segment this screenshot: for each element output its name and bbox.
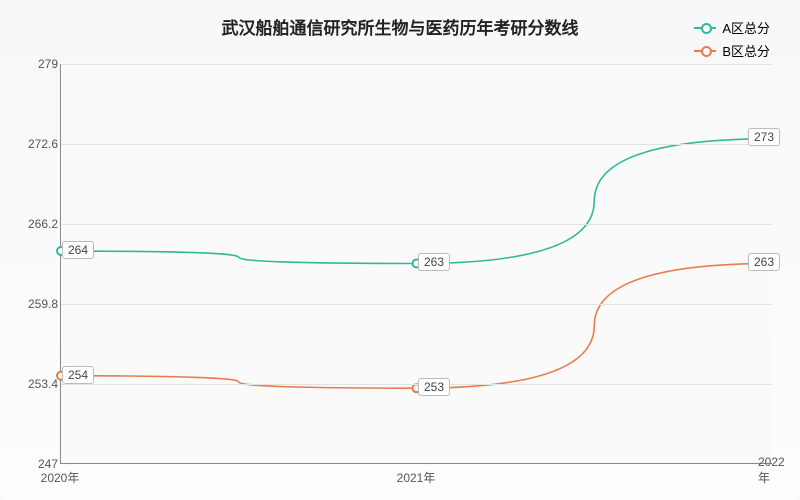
legend: A区总分 B区总分 <box>694 18 770 60</box>
data-label: 273 <box>748 128 780 146</box>
y-tick-label: 279 <box>24 57 58 71</box>
legend-label-b: B区总分 <box>722 41 770 60</box>
legend-item-a: A区总分 <box>694 18 770 37</box>
gridline <box>61 304 772 305</box>
gridline <box>61 64 772 65</box>
data-label: 254 <box>62 366 94 384</box>
gridline <box>61 144 772 145</box>
legend-swatch-a <box>694 27 716 29</box>
chart-title: 武汉船舶通信研究所生物与医药历年考研分数线 <box>0 14 800 39</box>
x-tick-label: 2020年 <box>41 469 80 486</box>
x-tick-label: 2021年 <box>397 469 436 486</box>
chart-container: 武汉船舶通信研究所生物与医药历年考研分数线 A区总分 B区总分 247253.4… <box>0 0 800 500</box>
y-tick-label: 272.6 <box>24 137 58 151</box>
data-label: 263 <box>418 253 450 271</box>
chart-lines <box>61 64 772 463</box>
legend-label-a: A区总分 <box>722 18 770 37</box>
gridline <box>61 224 772 225</box>
x-tick-label: 2022年 <box>758 455 786 486</box>
y-tick-label: 253.4 <box>24 377 58 391</box>
data-label: 263 <box>748 253 780 271</box>
series-line <box>61 139 772 264</box>
data-label: 253 <box>418 378 450 396</box>
plot-area <box>60 64 772 464</box>
data-label: 264 <box>62 241 94 259</box>
legend-swatch-b <box>694 50 716 52</box>
series-line <box>61 264 772 389</box>
gridline <box>61 384 772 385</box>
legend-item-b: B区总分 <box>694 41 770 60</box>
y-tick-label: 259.8 <box>24 297 58 311</box>
y-tick-label: 266.2 <box>24 217 58 231</box>
